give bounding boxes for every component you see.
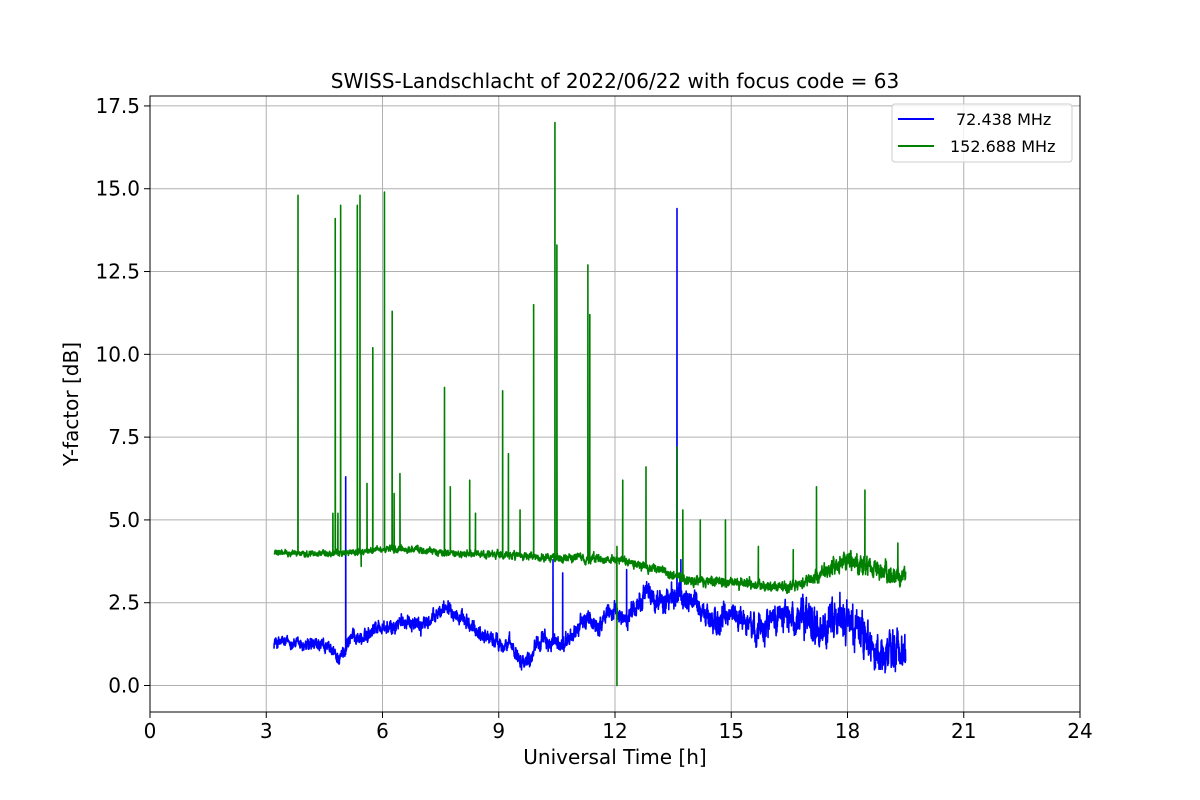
y-tick-label: 12.5 (95, 260, 140, 284)
series-line-152mhz (273, 121, 907, 687)
x-axis-label: Universal Time [h] (523, 745, 706, 769)
y-tick-label: 7.5 (108, 425, 140, 449)
y-tick-label: 17.5 (95, 94, 140, 118)
x-tick-label: 0 (144, 719, 157, 743)
y-tick-label: 10.0 (95, 342, 140, 366)
x-tick-label: 15 (719, 719, 744, 743)
x-tick-label: 21 (951, 719, 976, 743)
y-tick-label: 0.0 (108, 674, 140, 698)
x-tick-label: 9 (492, 719, 505, 743)
legend-label-72mhz: 72.438 MHz (956, 110, 1051, 129)
x-tick-label: 12 (602, 719, 627, 743)
x-tick-label: 6 (376, 719, 389, 743)
series-line-72mhz (273, 207, 907, 674)
y-tick-label: 2.5 (108, 591, 140, 615)
y-axis-label: Y-factor [dB] (59, 342, 83, 467)
ticks: 0 3 6 9 12 15 18 21 24 0.0 2.5 5.0 7.5 10.0 12.5 15.0 17… (95, 94, 1092, 743)
chart-title: SWISS-Landschlacht of 2022/06/22 with fo… (331, 69, 899, 93)
x-tick-label: 3 (260, 719, 273, 743)
y-tick-label: 5.0 (108, 508, 140, 532)
legend: 72.438 MHz 152.688 MHz (891, 103, 1073, 163)
y-tick-label: 15.0 (95, 177, 140, 201)
legend-label-152mhz: 152.688 MHz (950, 137, 1055, 156)
x-tick-label: 24 (1067, 719, 1092, 743)
legend-frame (891, 103, 1073, 163)
x-tick-label: 18 (835, 719, 860, 743)
series-layer (273, 121, 907, 687)
